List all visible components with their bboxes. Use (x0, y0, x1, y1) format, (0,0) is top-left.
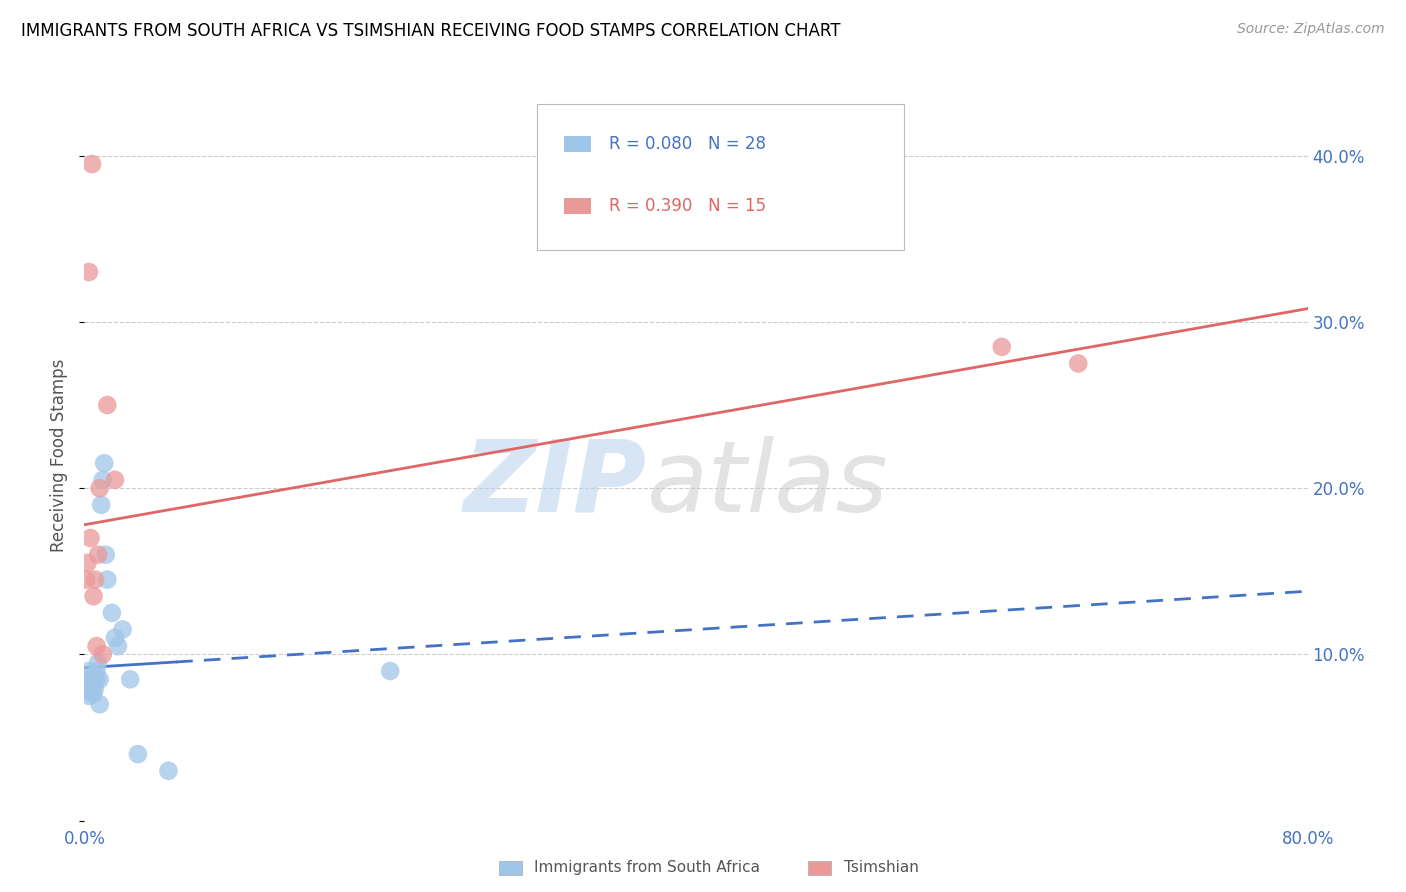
Point (87, 656, 110, 670)
Point (75, 673, 97, 687)
Point (77, 664, 100, 678)
Point (79, 673, 101, 687)
Point (89, 481, 111, 495)
Point (80, 157, 103, 171)
Text: Immigrants from South Africa: Immigrants from South Africa (534, 860, 761, 874)
Point (90, 498, 112, 512)
Point (83, 677, 105, 691)
Point (84, 573, 107, 587)
Point (89, 698, 111, 712)
Point (86, 664, 108, 678)
Point (79, 531, 101, 545)
Point (96, 398, 118, 412)
Point (77, 689, 100, 703)
Bar (564, 136, 591, 153)
Point (107, 639, 129, 653)
Point (76, 684, 98, 698)
Point (101, 606, 124, 620)
Point (76, 677, 98, 691)
Text: ZIP: ZIP (464, 435, 647, 533)
Point (104, 473, 127, 487)
Text: atlas: atlas (647, 435, 889, 533)
Point (380, 664, 402, 678)
Text: R = 0.080   N = 28: R = 0.080 N = 28 (609, 135, 766, 153)
Point (96, 573, 118, 587)
Point (86, 673, 108, 687)
Point (80, 681, 103, 695)
Bar (564, 198, 591, 214)
Point (91, 648, 114, 662)
Point (84, 681, 107, 695)
Point (104, 631, 127, 645)
Point (87, 548, 110, 562)
Point (94, 548, 117, 562)
Point (89, 673, 111, 687)
Point (75, 573, 97, 587)
Point (120, 673, 142, 687)
Point (991, 340, 1014, 354)
Point (91, 473, 114, 487)
Text: Tsimshian: Tsimshian (844, 860, 918, 874)
Text: IMMIGRANTS FROM SOUTH AFRICA VS TSIMSHIAN RECEIVING FOOD STAMPS CORRELATION CHAR: IMMIGRANTS FROM SOUTH AFRICA VS TSIMSHIA… (21, 22, 841, 40)
FancyBboxPatch shape (537, 103, 904, 250)
Point (86, 639, 108, 653)
Point (76, 556, 98, 570)
Point (111, 623, 134, 637)
Point (83, 687, 105, 701)
Text: Source: ZipAtlas.com: Source: ZipAtlas.com (1237, 22, 1385, 37)
Point (93, 456, 115, 470)
Point (127, 747, 149, 761)
Point (1067, 356, 1090, 370)
Text: R = 0.390   N = 15: R = 0.390 N = 15 (609, 197, 766, 215)
Point (83, 589, 105, 603)
Point (77, 265, 100, 279)
Y-axis label: Receiving Food Stamps: Receiving Food Stamps (49, 359, 67, 551)
Point (157, 764, 180, 778)
